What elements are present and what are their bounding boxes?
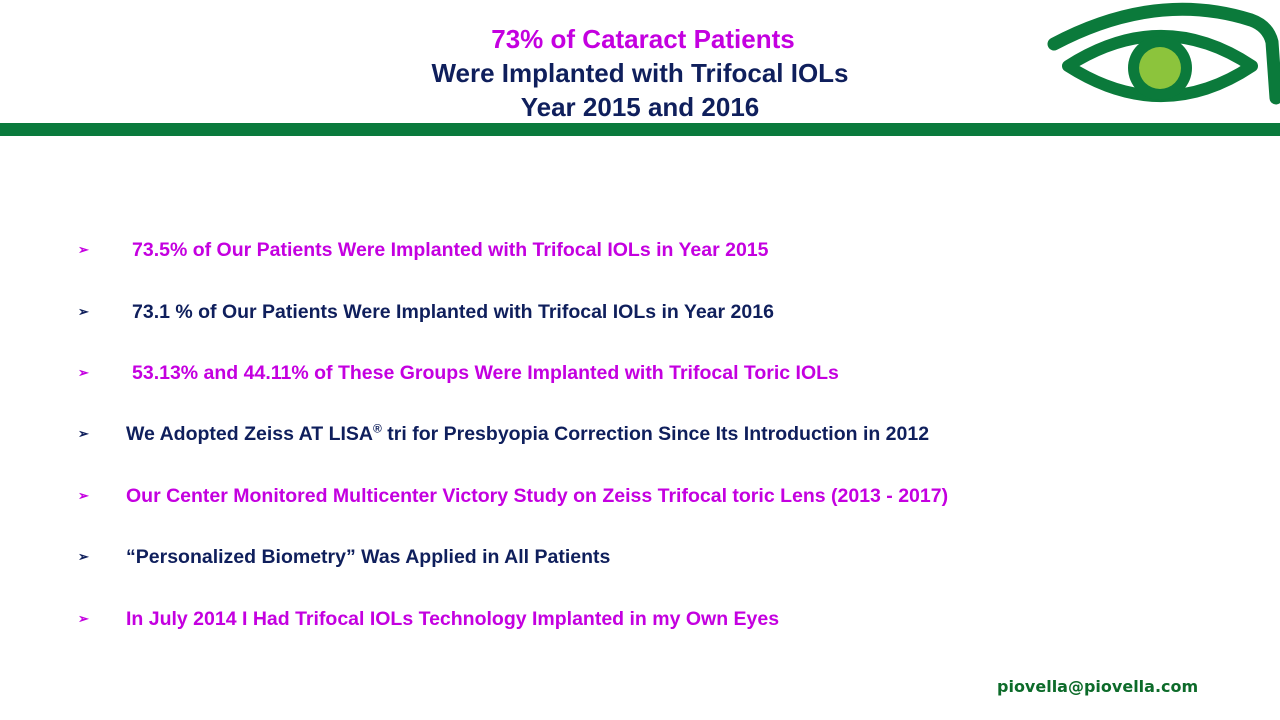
- bullet-text: Our Center Monitored Multicenter Victory…: [126, 484, 949, 507]
- bullet-item-5: ➢ Our Center Monitored Multicenter Victo…: [78, 481, 948, 511]
- bullet-text: 53.13% and 44.11% of These Groups Were I…: [132, 361, 839, 384]
- bullet-text-part: We Adopted Zeiss AT LISA: [126, 422, 374, 445]
- title-line-2: Were Implanted with Trifocal IOLs: [431, 58, 849, 88]
- header-divider-bar: [0, 123, 1280, 136]
- bullet-text: 73.1 % of Our Patients Were Implanted wi…: [132, 300, 774, 323]
- arrow-bullet-icon: ➢: [78, 304, 89, 319]
- title-line-1: 73% of Cataract Patients: [491, 24, 795, 54]
- bullet-item-6: ➢ “Personalized Biometry” Was Applied in…: [78, 542, 610, 572]
- bullet-item-3: ➢ 53.13% and 44.11% of These Groups Were…: [78, 358, 839, 388]
- slide-title: 73% of Cataract Patients Were Implanted …: [0, 22, 1280, 124]
- bullet-text: In July 2014 I Had Trifocal IOLs Technol…: [126, 607, 780, 630]
- bullet-text-part: tri for Presbyopia Correction Since Its …: [381, 422, 930, 445]
- eye-logo-icon: [1046, 2, 1280, 110]
- arrow-bullet-icon: ➢: [78, 242, 89, 257]
- bullet-text: We Adopted Zeiss AT LISA® tri for Presby…: [126, 421, 930, 446]
- bullet-item-7: ➢ In July 2014 I Had Trifocal IOLs Techn…: [78, 604, 779, 634]
- registered-mark: ®: [373, 421, 382, 435]
- bullet-item-1: ➢ 73.5% of Our Patients Were Implanted w…: [78, 235, 769, 265]
- arrow-bullet-icon: ➢: [78, 426, 89, 441]
- arrow-bullet-icon: ➢: [78, 611, 89, 626]
- arrow-bullet-icon: ➢: [78, 365, 89, 380]
- arrow-bullet-icon: ➢: [78, 488, 89, 503]
- bullet-text: 73.5% of Our Patients Were Implanted wit…: [132, 238, 769, 261]
- bullet-item-2: ➢ 73.1 % of Our Patients Were Implanted …: [78, 297, 774, 327]
- bullet-text: “Personalized Biometry” Was Applied in A…: [126, 545, 611, 568]
- title-line-3: Year 2015 and 2016: [520, 92, 760, 122]
- footer-email[interactable]: piovella@piovella.com: [997, 677, 1199, 696]
- arrow-bullet-icon: ➢: [78, 549, 89, 564]
- bullet-item-4: ➢ We Adopted Zeiss AT LISA® tri for Pres…: [78, 419, 929, 449]
